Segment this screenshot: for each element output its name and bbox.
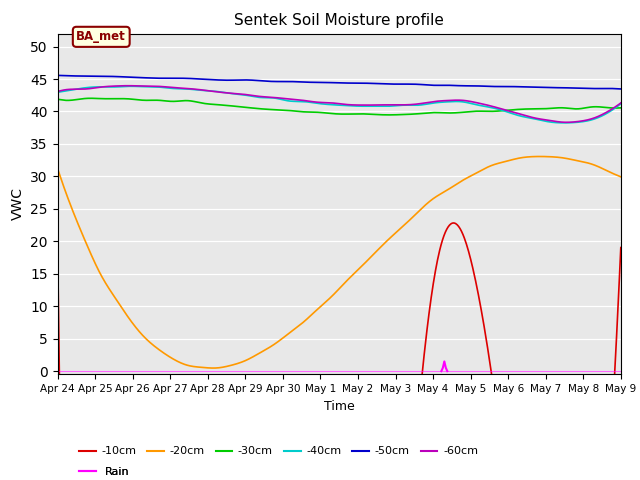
- -60cm: [413, 101, 421, 107]
- -40cm: [561, 120, 568, 126]
- -60cm: [563, 120, 570, 125]
- Line: -40cm: -40cm: [58, 86, 621, 123]
- -20cm: [413, 210, 421, 216]
- -50cm: [617, 86, 625, 92]
- -30cm: [385, 112, 393, 118]
- -40cm: [381, 103, 389, 109]
- -30cm: [540, 106, 548, 112]
- -50cm: [396, 81, 403, 87]
- -50cm: [88, 73, 96, 79]
- -10cm: [483, 336, 490, 342]
- -50cm: [54, 72, 61, 78]
- -60cm: [396, 102, 404, 108]
- -10cm: [450, 220, 458, 226]
- -60cm: [617, 100, 625, 106]
- -30cm: [381, 112, 389, 118]
- -40cm: [88, 84, 96, 90]
- -30cm: [414, 111, 422, 117]
- -20cm: [482, 165, 490, 171]
- -10cm: [413, 424, 421, 430]
- -20cm: [88, 254, 96, 260]
- -20cm: [54, 166, 61, 171]
- -40cm: [540, 118, 547, 124]
- Line: -60cm: -60cm: [58, 86, 621, 122]
- Line: -50cm: -50cm: [58, 75, 621, 89]
- -20cm: [209, 365, 217, 371]
- -50cm: [481, 84, 488, 89]
- -60cm: [381, 102, 389, 108]
- Line: -10cm: -10cm: [58, 223, 621, 480]
- -30cm: [397, 112, 404, 118]
- -30cm: [483, 108, 490, 114]
- -20cm: [617, 174, 625, 180]
- -10cm: [617, 245, 625, 251]
- Line: -30cm: -30cm: [58, 98, 621, 115]
- -30cm: [87, 96, 95, 101]
- -50cm: [413, 82, 420, 87]
- Line: -20cm: -20cm: [58, 156, 621, 368]
- -60cm: [88, 85, 96, 91]
- -60cm: [482, 102, 490, 108]
- -60cm: [540, 117, 547, 122]
- -60cm: [124, 83, 132, 89]
- X-axis label: Time: Time: [324, 400, 355, 413]
- -40cm: [396, 103, 404, 108]
- -40cm: [617, 101, 625, 107]
- -20cm: [396, 226, 404, 232]
- -40cm: [482, 104, 490, 109]
- -10cm: [54, 243, 61, 249]
- Title: Sentek Soil Moisture profile: Sentek Soil Moisture profile: [234, 13, 444, 28]
- -20cm: [540, 154, 548, 159]
- -30cm: [617, 105, 625, 111]
- -50cm: [539, 84, 547, 90]
- -20cm: [381, 240, 389, 245]
- -40cm: [413, 102, 421, 108]
- -60cm: [54, 89, 61, 95]
- -50cm: [381, 81, 388, 87]
- -30cm: [54, 96, 61, 102]
- -30cm: [89, 96, 97, 101]
- -40cm: [54, 89, 61, 95]
- -40cm: [127, 84, 135, 89]
- Y-axis label: VWC: VWC: [11, 188, 25, 220]
- -20cm: [536, 154, 543, 159]
- Text: BA_met: BA_met: [76, 30, 126, 43]
- Legend: Rain: Rain: [74, 462, 134, 480]
